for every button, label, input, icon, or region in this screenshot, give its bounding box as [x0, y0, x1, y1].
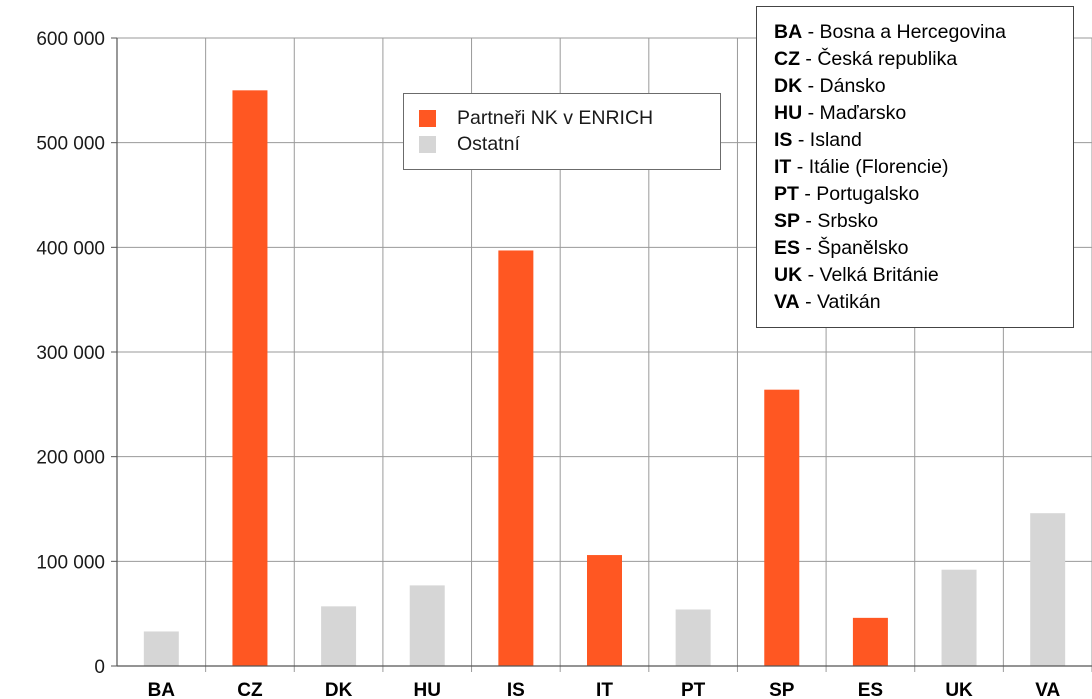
abbr-separator: -	[800, 237, 818, 259]
abbr-code: VA	[774, 291, 800, 313]
bar-dk	[321, 606, 357, 666]
abbr-row-cz: CZ - Česká republika	[774, 46, 957, 72]
y-tick-labels: 0 100 000 200 000 300 000 400 000 500 000 600 …	[36, 29, 105, 678]
abbr-separator: -	[799, 291, 817, 313]
abbr-separator: -	[802, 21, 820, 43]
abbr-code: BA	[774, 21, 803, 43]
abbr-code: CZ	[774, 48, 800, 70]
x-tick-label: BA	[148, 680, 176, 699]
x-tick-label: HU	[414, 680, 441, 699]
abbr-row-dk: DK - Dánsko	[774, 73, 886, 99]
x-tick-label: ES	[858, 680, 883, 699]
abbr-name: Portugalsko	[816, 183, 920, 205]
y-tick-label: 500 000	[36, 134, 105, 155]
abbr-separator: -	[802, 264, 820, 286]
x-tick-label: IS	[507, 680, 525, 699]
legend-item-partners: Partneři NK v ENRICH	[419, 106, 653, 130]
y-tick-label: 600 000	[36, 29, 105, 50]
abbreviation-legend: BA - Bosna a Hercegovina CZ - Česká repu…	[756, 6, 1074, 328]
abbr-row-is: IS - Island	[774, 127, 862, 153]
abbr-name: Itálie (Florencie)	[808, 156, 949, 178]
abbr-row-uk: UK - Velká Británie	[774, 262, 939, 288]
bar-hu	[409, 585, 445, 666]
bar-uk	[941, 569, 977, 666]
bar-ba	[143, 631, 179, 666]
abbr-name: Island	[809, 129, 862, 151]
x-tick-label: UK	[945, 680, 973, 699]
legend-swatch-others	[419, 135, 436, 153]
y-tick-label: 0	[94, 657, 105, 678]
abbr-row-pt: PT - Portugalsko	[774, 181, 919, 207]
y-tick-label: 100 000	[36, 552, 105, 573]
legend-swatch-partners	[419, 109, 436, 127]
abbr-name: Vatikán	[817, 291, 881, 313]
y-tick-label: 200 000	[36, 448, 105, 469]
series-legend: Partneři NK v ENRICH Ostatní	[403, 93, 721, 170]
x-tick-labels: BA CZ DK HU IS IT PT SP ES UK VA	[148, 680, 1061, 699]
abbr-separator: -	[798, 183, 817, 205]
abbr-name: Maďarsko	[819, 102, 907, 124]
bar-pt	[675, 609, 711, 666]
abbr-row-es: ES - Španělsko	[774, 235, 908, 261]
abbr-code: IS	[774, 129, 793, 151]
abbr-code: IT	[774, 156, 792, 178]
bar-sp	[764, 389, 800, 666]
abbr-name: Španělsko	[817, 237, 909, 259]
bar-it	[587, 555, 622, 666]
x-tick-label: CZ	[237, 680, 263, 699]
abbr-separator: -	[800, 210, 818, 232]
abbr-row-sp: SP - Srbsko	[774, 208, 878, 234]
abbr-name: Bosna a Hercegovina	[819, 21, 1006, 43]
abbr-code: DK	[774, 75, 803, 97]
abbr-code: ES	[774, 237, 801, 259]
abbr-name: Velká Británie	[819, 264, 939, 286]
x-tick-label: SP	[769, 680, 795, 699]
abbr-name: Dánsko	[819, 75, 886, 97]
legend-label-partners: Partneři NK v ENRICH	[457, 106, 654, 129]
bar-cz	[232, 90, 268, 667]
x-tick-label: PT	[681, 680, 706, 699]
y-tick-label: 400 000	[36, 238, 105, 259]
abbr-separator: -	[802, 75, 820, 97]
abbr-separator: -	[792, 129, 810, 151]
abbr-name: Česká republika	[817, 48, 958, 70]
legend-label-others: Ostatní	[457, 132, 520, 155]
y-tick-label: 300 000	[36, 343, 105, 364]
axes	[111, 37, 1092, 667]
x-tick-label: VA	[1035, 680, 1060, 699]
legend-item-others: Ostatní	[419, 132, 520, 156]
abbr-row-va: VA - Vatikán	[774, 289, 881, 315]
bar-va	[1030, 513, 1066, 666]
abbr-code: HU	[774, 102, 803, 124]
abbr-name: Srbsko	[817, 210, 879, 232]
bars	[143, 90, 1066, 667]
abbr-row-ba: BA - Bosna a Hercegovina	[774, 19, 1006, 45]
abbr-row-hu: HU - Maďarsko	[774, 100, 906, 126]
bar-is	[498, 250, 534, 666]
x-tick-label: DK	[325, 680, 353, 699]
bar-es	[852, 617, 888, 666]
abbr-separator: -	[791, 156, 809, 178]
abbr-code: SP	[774, 210, 801, 232]
abbr-code: PT	[774, 183, 799, 205]
abbr-separator: -	[802, 102, 820, 124]
abbr-row-it: IT - Itálie (Florencie)	[774, 154, 948, 180]
x-tick-label: IT	[596, 680, 613, 699]
abbr-code: UK	[774, 264, 803, 286]
abbr-separator: -	[800, 48, 818, 70]
